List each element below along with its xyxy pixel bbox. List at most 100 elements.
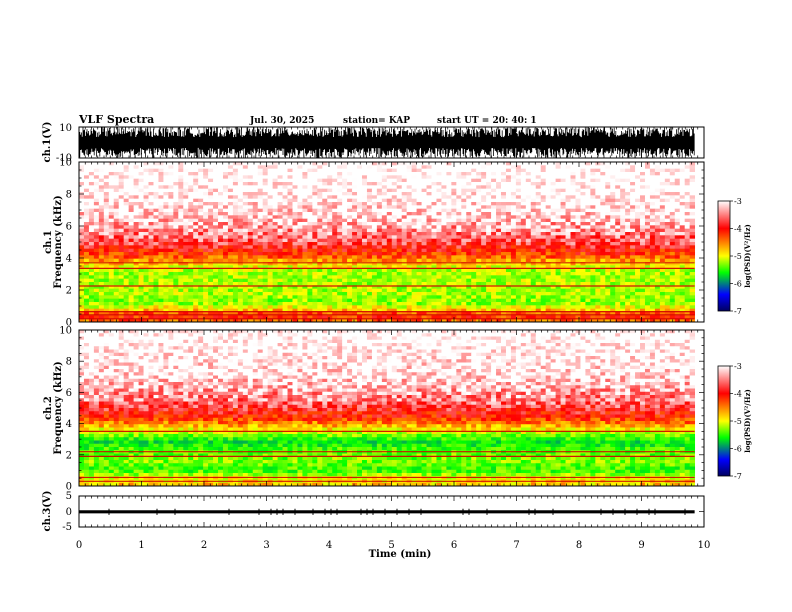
ch1-spec-cell-2240 bbox=[118, 222, 125, 226]
ch1-spec-cell-4011 bbox=[292, 268, 298, 273]
ch1-spec-cell-3362 bbox=[148, 252, 154, 256]
ch1-spec-cell-663 bbox=[292, 178, 298, 183]
ch1-spec-cell-2770 bbox=[287, 235, 293, 240]
ch1-spec-cell-1962 bbox=[585, 212, 591, 216]
ch1-spec-cell-2823 bbox=[550, 235, 557, 240]
ch1-spec-cell-3387 bbox=[272, 252, 278, 256]
ch1-spec-cell-1522 bbox=[247, 202, 254, 206]
ch1-spec-cell-2512 bbox=[237, 228, 244, 233]
ch1-spec-cell-251 bbox=[93, 168, 100, 173]
ch1-spec-cell-1115 bbox=[689, 188, 696, 193]
ch1-spec-cell-2935 bbox=[491, 238, 497, 243]
ch1-spec-cell-2220 bbox=[635, 218, 641, 223]
ch1-spec-cell-1203 bbox=[510, 192, 517, 196]
ch1-spec-cell-44 bbox=[297, 162, 303, 166]
ch1-spec-cell-1160 bbox=[297, 192, 303, 196]
ch1-spec-cell-65 bbox=[401, 162, 408, 166]
ch1-spec-cell-1292 bbox=[337, 195, 343, 200]
ch1-spec-cell-296 bbox=[317, 168, 323, 173]
ch1-spec-cell-3395 bbox=[312, 252, 318, 256]
ch1-spec-cell-26 bbox=[208, 162, 214, 166]
ch1-spec-cell-4308 bbox=[535, 275, 542, 280]
ch1-spec-cell-721 bbox=[580, 178, 586, 183]
ch1-spec-cell-2544 bbox=[396, 228, 403, 233]
ch1-spec-cell-2463 bbox=[610, 225, 616, 230]
ch1-spec-cell-3290 bbox=[406, 248, 413, 253]
ch1-spec-cell-2304 bbox=[436, 222, 442, 226]
ch1-spec-cell-4482 bbox=[168, 282, 174, 286]
ch1-spec-cell-90 bbox=[525, 162, 532, 166]
ch1-spec-cell-3265 bbox=[282, 248, 288, 253]
ch1-spec-cell-905 bbox=[262, 185, 269, 190]
ch1-spec-cell-4769 bbox=[361, 288, 368, 293]
ch1-spec-cell-4572 bbox=[615, 282, 621, 286]
ch1-spec-cell-328 bbox=[476, 168, 482, 173]
ch1-spec-cell-2515 bbox=[252, 228, 259, 233]
ch1-spec-cell-779 bbox=[252, 182, 259, 186]
ch1-spec-cell-4293 bbox=[461, 275, 467, 280]
ch1-spec-cell-4227 bbox=[133, 275, 139, 280]
ch1-spec-cell-1730 bbox=[664, 205, 671, 210]
ch1-spec-cell-2074 bbox=[525, 215, 532, 220]
ch1-spec-cell-486 bbox=[644, 172, 651, 176]
ch1-spec-cell-430 bbox=[366, 172, 373, 176]
ch1-spec-cell-1384 bbox=[178, 198, 184, 203]
ch1-spec-cell-3480 bbox=[118, 255, 125, 260]
ch1-spec-cell-3367 bbox=[173, 252, 179, 256]
ch1-spec-cell-290 bbox=[287, 168, 293, 173]
ch1-spec-cell-754 bbox=[128, 182, 135, 186]
ch1-spec-cell-2581 bbox=[580, 228, 586, 233]
ch1-spec-cell-4629 bbox=[282, 285, 288, 290]
ch1-spec-cell-122 bbox=[684, 162, 691, 166]
ch1-spec-cell-1674 bbox=[386, 205, 393, 210]
ch1-spec-cell-1089 bbox=[560, 188, 566, 193]
ch1-spec-cell-113 bbox=[640, 162, 646, 166]
ch1-spec-cell-3763 bbox=[292, 262, 298, 266]
ch1-spec-cell-3720 bbox=[79, 262, 85, 266]
ch1-spec-cell-4635 bbox=[312, 285, 318, 290]
ch1-spec-cell-597 bbox=[580, 175, 586, 180]
ch1-spec-cell-202 bbox=[466, 165, 472, 170]
ch1-spec-cell-460 bbox=[515, 172, 522, 176]
ch1-spec-cell-2490 bbox=[128, 228, 135, 233]
ch1-spec-cell-1033 bbox=[282, 188, 288, 193]
ch1-spec-cell-2596 bbox=[654, 228, 661, 233]
ch1-spec-cell-4070 bbox=[585, 268, 591, 273]
ch1-spec-cell-2804 bbox=[456, 235, 462, 240]
ch1-spec-cell-4665 bbox=[461, 285, 467, 290]
ch1-spec-cell-3026 bbox=[327, 242, 333, 246]
ch1-spec-cell-442 bbox=[426, 172, 432, 176]
ch1-spec-cell-237 bbox=[640, 165, 646, 170]
ch1-spec-cell-4623 bbox=[252, 285, 259, 290]
ch1-spec-cell-4103 bbox=[133, 272, 139, 276]
ch1-spec-cell-628 bbox=[118, 178, 125, 183]
ch1-spec-cell-614 bbox=[664, 175, 671, 180]
ch1-spec-cell-239 bbox=[649, 165, 656, 170]
ch1-spec-cell-1093 bbox=[580, 188, 586, 193]
ch1-spec-cell-2416 bbox=[376, 225, 383, 230]
ch1-spec-cell-64 bbox=[396, 162, 403, 166]
ch1-spec-cell-3870 bbox=[208, 265, 214, 270]
ch1-spec-cell-2169 bbox=[381, 218, 388, 223]
ch1-spec-cell-444 bbox=[436, 172, 442, 176]
ch1-spec-cell-4515 bbox=[332, 282, 338, 286]
ch1-spec-cell-1500 bbox=[138, 202, 144, 206]
ch1-spec-cell-3961 bbox=[659, 265, 666, 270]
ch1-spec-cell-174 bbox=[327, 165, 333, 170]
ch1-spec-cell-1994 bbox=[128, 215, 135, 220]
ch1-spec-cell-4615 bbox=[213, 285, 219, 290]
ch1-spec-cell-538 bbox=[287, 175, 293, 180]
ch1-spec-cell-745 bbox=[83, 182, 90, 186]
ch1-spec-cell-4702 bbox=[644, 285, 651, 290]
ch1-spec-cell-1926 bbox=[406, 212, 413, 216]
ch1-spec-cell-655 bbox=[252, 178, 259, 183]
ch1-spec-cell-574 bbox=[466, 175, 472, 180]
ch1-spec-cell-714 bbox=[545, 178, 552, 183]
ch1-spec-cell-1652 bbox=[277, 205, 283, 210]
ch1-spec-cell-4278 bbox=[386, 275, 393, 280]
ch1-spec-cell-3279 bbox=[352, 248, 358, 253]
ch1-spec-cell-4300 bbox=[496, 275, 502, 280]
ch1-spec-cell-2949 bbox=[560, 238, 566, 243]
ch1-spec-cell-2307 bbox=[451, 222, 457, 226]
ch1-spec-cell-1382 bbox=[168, 198, 174, 203]
